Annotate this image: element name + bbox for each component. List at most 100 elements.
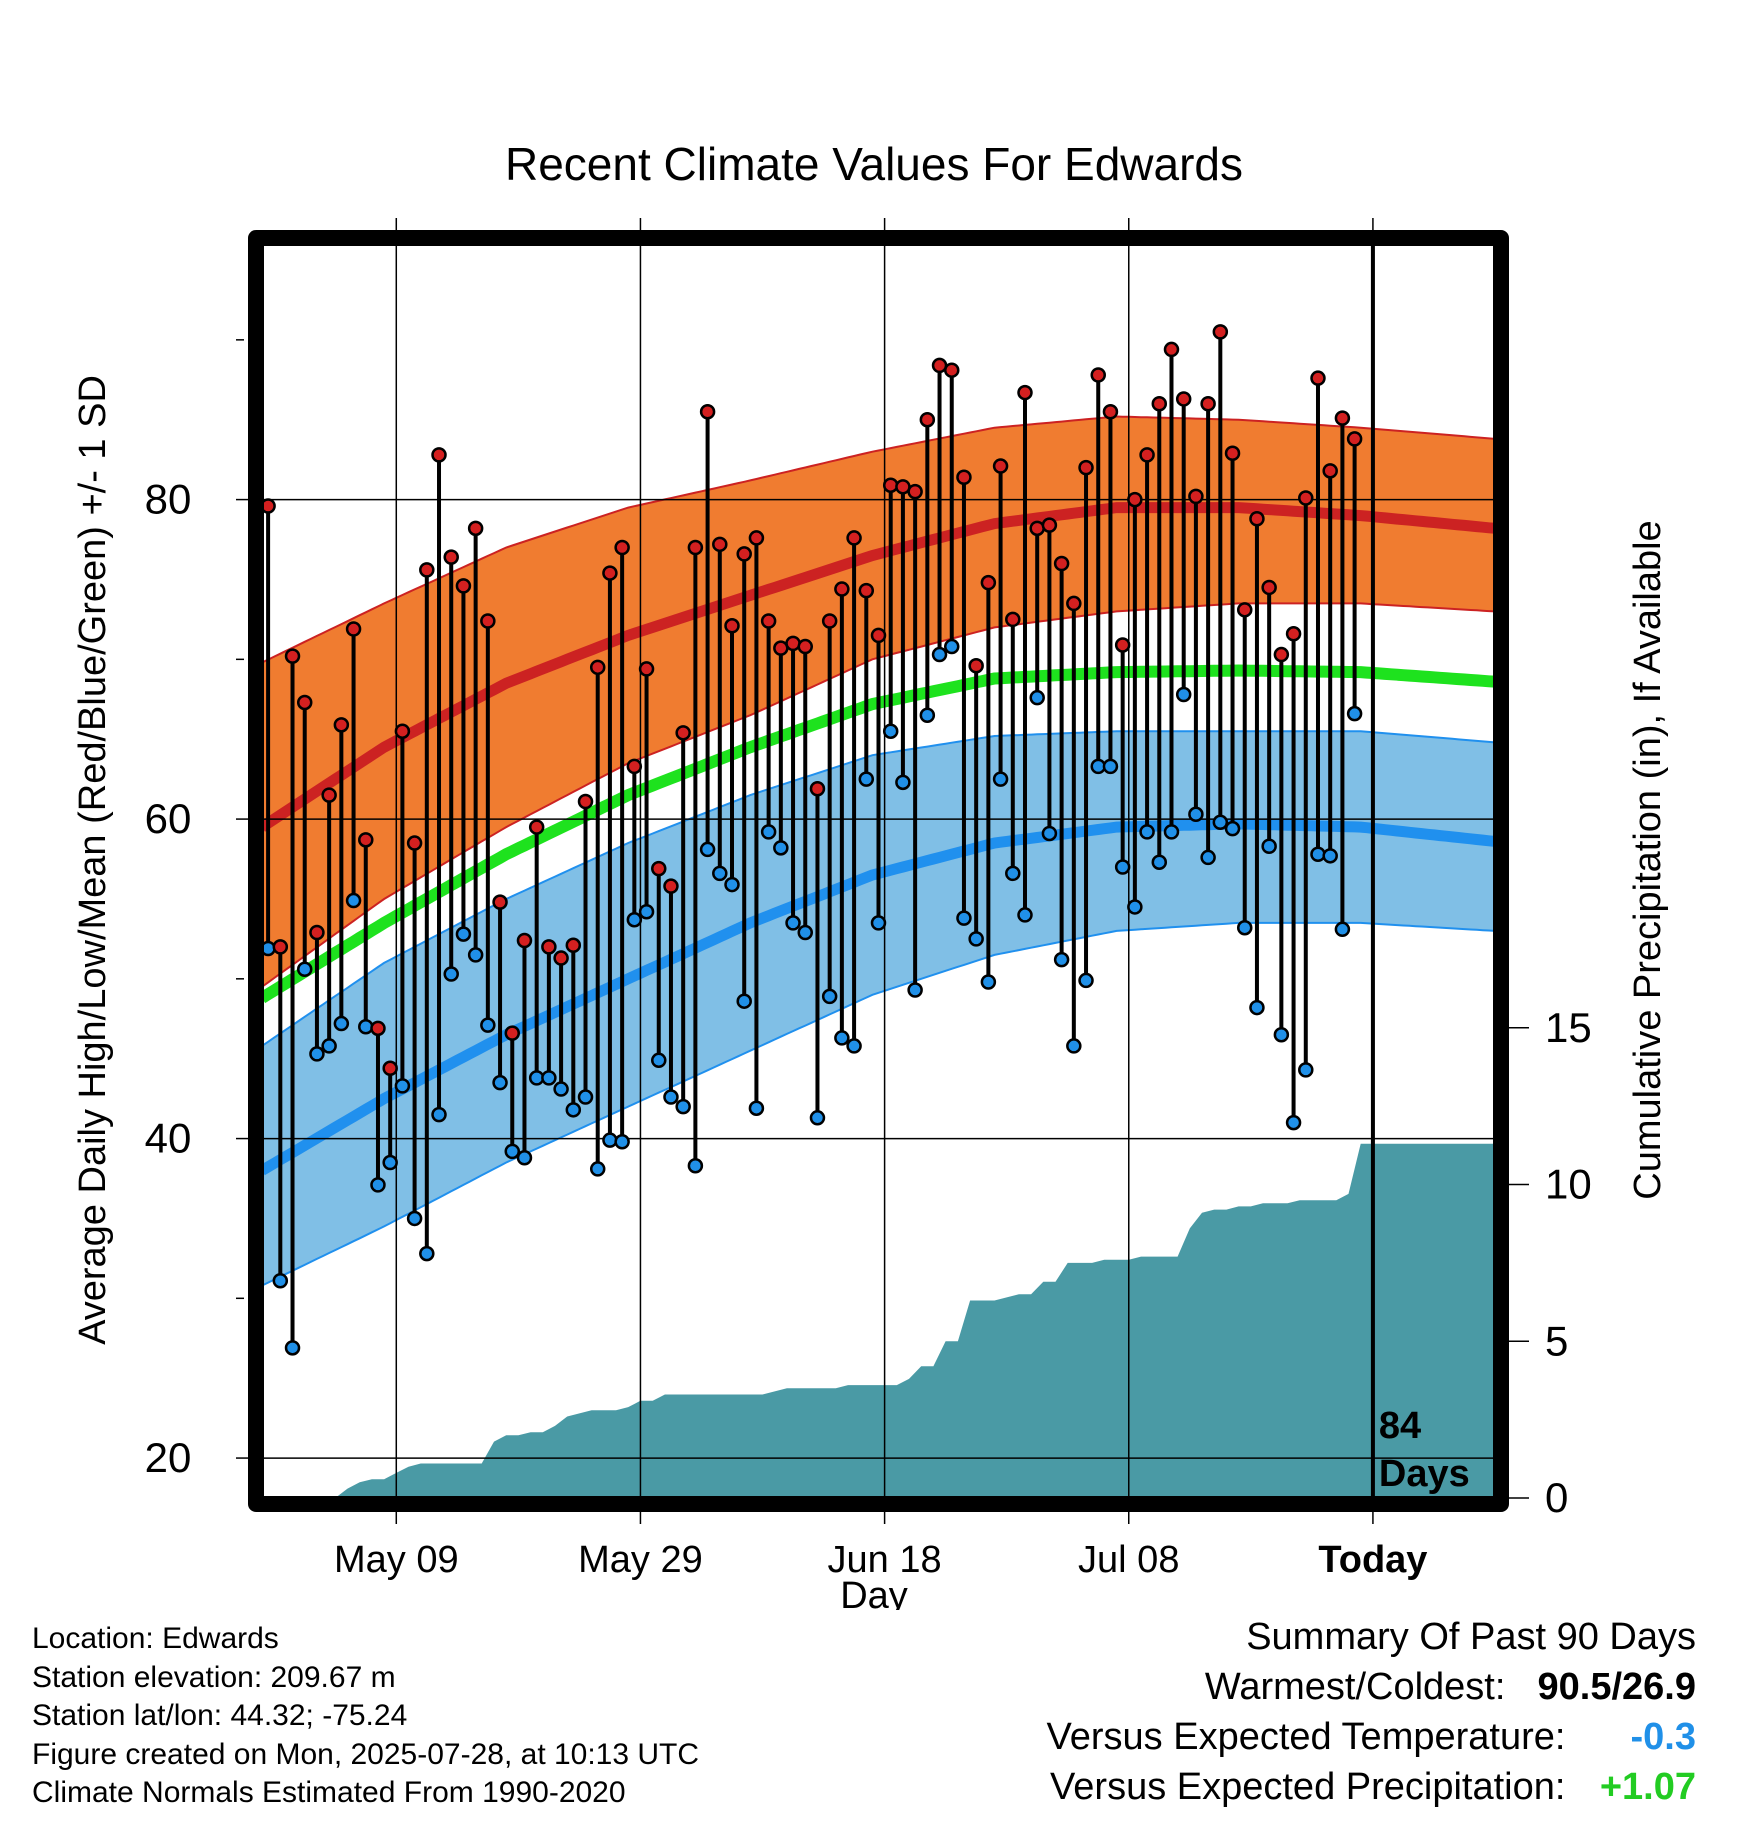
daily-low-point [1102,758,1119,775]
normal-high-line [262,502,1495,832]
daily-high-point [968,657,984,674]
warmest-coldest-value: 90.5/26.9 [1537,1666,1696,1708]
daily-low-point [699,841,716,858]
daily-low-point [1334,921,1351,938]
daily-high-point [943,362,960,378]
meta-latlon: Station lat/lon: 44.32; -75.24 [32,1699,408,1732]
precipitation-area [335,1143,1495,1498]
daily-high-point [1334,410,1351,426]
daily-low-point [1017,907,1033,923]
daily-low-point [1163,824,1180,840]
daily-high-point [724,618,740,634]
daily-low-point [1005,865,1021,882]
daily-low-point [1273,1026,1290,1043]
daily-low-point [455,926,472,942]
daily-low-point [1114,859,1131,875]
daily-low-point [675,1098,691,1115]
daily-high-point [1322,463,1338,479]
daily-low-point [419,1245,435,1262]
summary-warmest-coldest: Warmest/Coldest: 90.5/26.9 [1047,1662,1696,1712]
daily-high-point [455,578,472,594]
plot-area: 84 Days May 09 May 29 Jun 18 Jul 08 Today 20 40 6… [145,218,1592,1581]
daily-high-point [1261,579,1277,596]
daily-high-point [1188,488,1204,505]
daily-low-point [345,892,362,909]
daily-low-point [895,774,911,791]
daily-high-point [443,549,459,565]
daily-low-point [309,1046,325,1062]
daily-low-point [504,1143,521,1160]
daily-low-point [651,1052,667,1069]
daily-high-point [602,565,618,581]
daily-low-point [431,1106,447,1123]
daily-high-point [638,661,655,677]
y-tick-label-right: 5 [1545,1317,1568,1364]
daily-high-point [272,939,289,955]
daily-high-point [492,894,508,910]
daily-low-point [272,1272,289,1289]
daily-low-point [516,1149,533,1166]
precip-value: +1.07 [1599,1766,1696,1808]
daily-high-point [358,832,374,848]
daily-low-point [1212,814,1229,831]
daily-high-point [1102,403,1119,420]
daily-low-point [321,1038,337,1054]
daily-high-point [882,477,899,493]
daily-high-point [1090,367,1106,383]
daily-low-point [1224,820,1241,837]
daily-low-point [907,982,923,998]
daily-high-point [834,581,850,597]
daily-high-point [1175,391,1192,407]
plot-frame [248,230,1509,1512]
daily-high-point [1249,511,1265,527]
daily-high-point [675,725,691,741]
daily-high-point [541,939,557,955]
y-axis-label-left: Average Daily High/Low/Mean (Red/Blue/Gr… [72,375,114,1345]
daily-high-point [553,950,569,966]
daily-low-point [760,824,777,840]
daily-low-point [406,1210,423,1227]
y-tick-label-left: 80 [145,476,192,523]
y-tick-label-left: 40 [145,1115,192,1162]
daily-low-point [931,646,948,663]
daily-low-point [968,931,984,947]
daily-low-point [797,924,814,941]
x-tick-label: Jul 08 [1078,1539,1179,1581]
daily-high-point [565,937,582,954]
x-axis-label: Day [840,1575,908,1610]
daily-low-point [1041,825,1058,842]
meta-elevation: Station elevation: 209.67 m [32,1660,396,1694]
daily-low-point [773,840,789,856]
daily-low-point [687,1157,704,1174]
daily-low-point [919,707,936,723]
daily-low-point [736,993,752,1009]
summary-precipitation: Versus Expected Precipitation: +1.07 [1047,1762,1696,1812]
daily-high-point [1346,431,1363,447]
daily-low-point [1188,806,1204,823]
daily-low-point [846,1038,862,1054]
daily-low-point [992,771,1009,787]
y-tick-label-right: 10 [1545,1161,1592,1208]
daily-low-point [980,974,997,990]
daily-low-point [394,1078,411,1094]
station-metadata: Location: Edwards Station elevation: 209… [32,1620,699,1813]
daily-low-point [492,1074,508,1091]
daily-low-point [589,1161,606,1177]
daily-high-point [345,621,362,637]
daily-low-point [1066,1038,1082,1054]
daily-high-point [370,1020,386,1037]
daily-high-point [1298,490,1314,506]
daily-low-point [1261,838,1277,854]
daily-low-point [809,1110,826,1126]
daily-high-point [821,613,838,629]
daily-high-point [309,924,325,941]
daily-low-point [712,865,728,882]
daily-high-point [1041,517,1058,533]
daily-high-point [980,574,997,591]
daily-high-point [504,1025,521,1041]
daily-high-point [333,717,350,733]
today-days-label: Days [1379,1453,1470,1495]
daily-high-point [1139,447,1155,463]
daily-high-point [1163,341,1180,358]
daily-high-point [760,613,777,629]
